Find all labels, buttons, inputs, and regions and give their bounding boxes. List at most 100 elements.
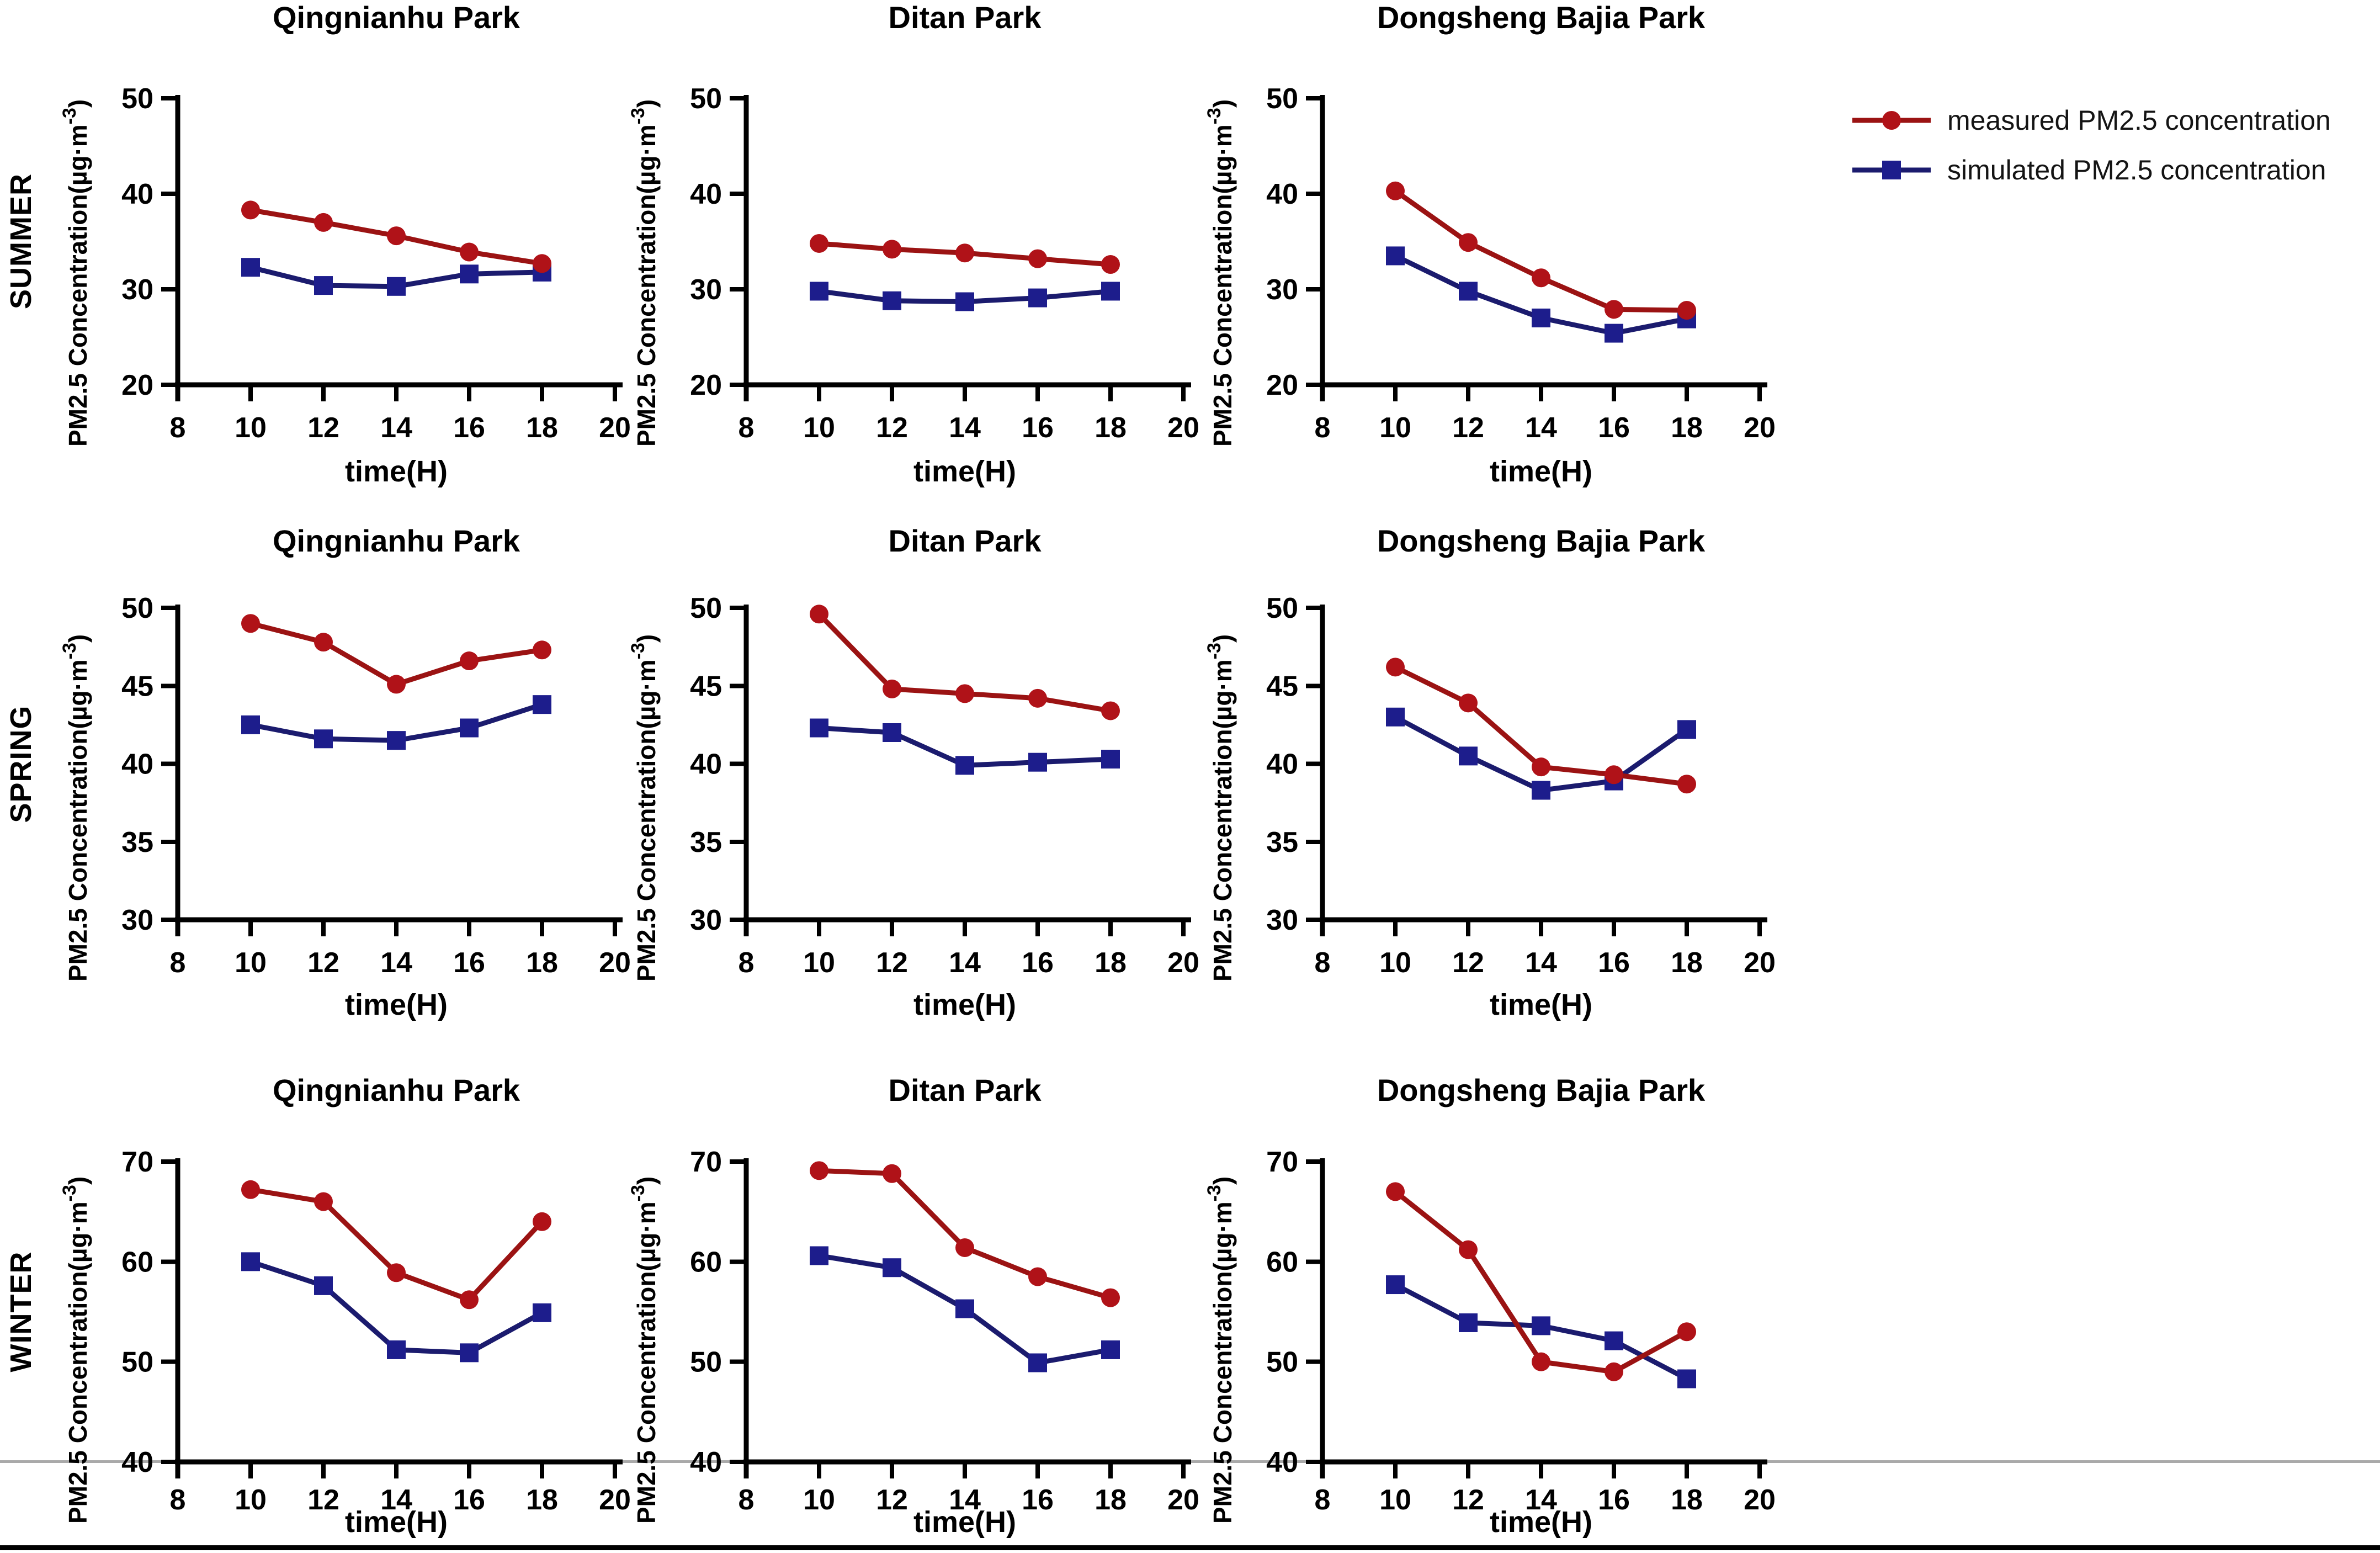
- measured-point: [533, 254, 551, 273]
- y-tick-label: 20: [121, 369, 153, 401]
- simulated-point: [1028, 1353, 1047, 1372]
- simulated-point: [241, 1252, 260, 1271]
- measured-point: [387, 226, 406, 246]
- chart-winter-ditan-park: Ditan Park PM2.5 Concentration(µg·m-3) 40 5…: [628, 1073, 1199, 1539]
- x-tick-label: 16: [453, 1484, 485, 1516]
- x-tick-label: 18: [526, 412, 558, 444]
- x-tick-label: 12: [876, 412, 908, 444]
- x-axis-label: time(H): [345, 455, 448, 488]
- measured-point: [883, 240, 901, 259]
- simulated-point: [1459, 746, 1478, 766]
- y-tick-label: 45: [121, 670, 153, 702]
- x-axis-label: time(H): [1490, 988, 1592, 1021]
- simulated-point: [314, 729, 333, 749]
- simulated-point: [387, 1340, 406, 1359]
- y-tick-label: 30: [121, 274, 153, 306]
- measured-point: [1677, 301, 1696, 320]
- simulated-point: [387, 731, 406, 750]
- measured-point: [1605, 765, 1623, 785]
- y-tick-label: 40: [690, 749, 722, 781]
- simulated-point: [1028, 752, 1047, 772]
- chart-title: Ditan Park: [889, 523, 1042, 558]
- x-tick-label: 14: [1525, 947, 1557, 979]
- y-axis-label: PM2.5 Concentration(µg·m-3): [59, 634, 92, 982]
- measured-point: [1605, 300, 1623, 319]
- simulated-point: [241, 715, 260, 734]
- measured-point: [955, 1238, 974, 1257]
- x-tick-label: 14: [949, 412, 981, 444]
- chart-summer-ditan-park: Ditan Park PM2.5 Concentration(µg·m-3) 20 3…: [628, 0, 1199, 488]
- y-tick-label: 40: [690, 1446, 722, 1478]
- simulated-point: [1605, 324, 1623, 343]
- y-tick-label: 30: [690, 904, 722, 936]
- y-axis-label: PM2.5 Concentration(µg·m-3): [628, 1176, 661, 1524]
- y-axis-label: PM2.5 Concentration(µg·m-3): [628, 99, 661, 447]
- simulated-point: [883, 291, 901, 310]
- measured-point: [314, 213, 333, 232]
- simulated-point: [1101, 282, 1120, 301]
- measured-point: [1532, 268, 1550, 288]
- measured-pm2-5-concentration-line: [248, 1187, 545, 1302]
- y-tick-label: 70: [690, 1146, 722, 1178]
- legend-item-simulated: simulated PM2.5 concentration: [1850, 155, 2331, 185]
- y-tick-label: 40: [1266, 1446, 1298, 1478]
- chart-title: Qingnianhu Park: [273, 1073, 520, 1107]
- x-tick-label: 12: [307, 1484, 339, 1516]
- chart-title: Dongsheng Bajia Park: [1377, 0, 1706, 35]
- measured-point: [1101, 255, 1120, 274]
- simulated-point: [314, 1276, 333, 1295]
- measured-point: [1028, 1267, 1047, 1286]
- x-tick-label: 12: [307, 412, 339, 444]
- measured-point: [1459, 693, 1478, 713]
- y-tick-label: 50: [121, 83, 153, 115]
- simulated-point: [1386, 1275, 1405, 1295]
- measured-point: [810, 234, 828, 253]
- measured-pm2-5-concentration-line: [1393, 1189, 1690, 1375]
- x-tick-label: 12: [876, 1484, 908, 1516]
- y-tick-label: 60: [121, 1246, 153, 1278]
- y-tick-label: 20: [1266, 369, 1298, 401]
- simulated-point: [883, 723, 901, 742]
- simulated-point: [533, 1303, 551, 1322]
- x-tick-label: 20: [1744, 412, 1776, 444]
- y-tick-label: 30: [121, 904, 153, 936]
- measured-pm2-5-concentration-line: [816, 1168, 1113, 1301]
- legend-label-measured: measured PM2.5 concentration: [1947, 105, 2331, 136]
- x-tick-label: 10: [803, 412, 835, 444]
- x-tick-label: 18: [1095, 947, 1127, 979]
- measured-point: [1459, 233, 1478, 252]
- y-tick-label: 20: [690, 369, 722, 401]
- simulated-point: [460, 1343, 479, 1363]
- chart-title: Qingnianhu Park: [273, 523, 520, 558]
- x-tick-label: 8: [1315, 1484, 1331, 1516]
- y-axis-label: PM2.5 Concentration(µg·m-3): [628, 634, 661, 982]
- chart-title: Dongsheng Bajia Park: [1377, 1073, 1706, 1107]
- measured-point: [1532, 757, 1550, 777]
- x-tick-label: 8: [739, 947, 755, 979]
- y-tick-label: 50: [1266, 1347, 1298, 1379]
- x-axis-label: time(H): [345, 1506, 448, 1539]
- y-tick-label: 50: [690, 83, 722, 115]
- chart-title: Qingnianhu Park: [273, 0, 520, 35]
- x-tick-label: 18: [526, 947, 558, 979]
- x-tick-label: 20: [1744, 1484, 1776, 1516]
- x-tick-label: 20: [599, 412, 631, 444]
- measured-point: [1028, 688, 1047, 708]
- measured-point: [1677, 775, 1696, 794]
- x-tick-label: 20: [599, 947, 631, 979]
- simulated-point: [810, 718, 828, 738]
- x-tick-label: 10: [803, 947, 835, 979]
- measured-point: [810, 1161, 828, 1180]
- x-tick-label: 16: [1598, 947, 1630, 979]
- x-tick-label: 16: [453, 412, 485, 444]
- x-tick-label: 18: [1671, 947, 1703, 979]
- measured-point: [241, 200, 260, 220]
- x-tick-label: 8: [739, 1484, 755, 1516]
- x-tick-label: 10: [803, 1484, 835, 1516]
- chart-title: Dongsheng Bajia Park: [1377, 523, 1706, 558]
- simulated-point: [1532, 1316, 1550, 1335]
- measured-point: [1605, 1362, 1623, 1381]
- measured-point: [1028, 249, 1047, 268]
